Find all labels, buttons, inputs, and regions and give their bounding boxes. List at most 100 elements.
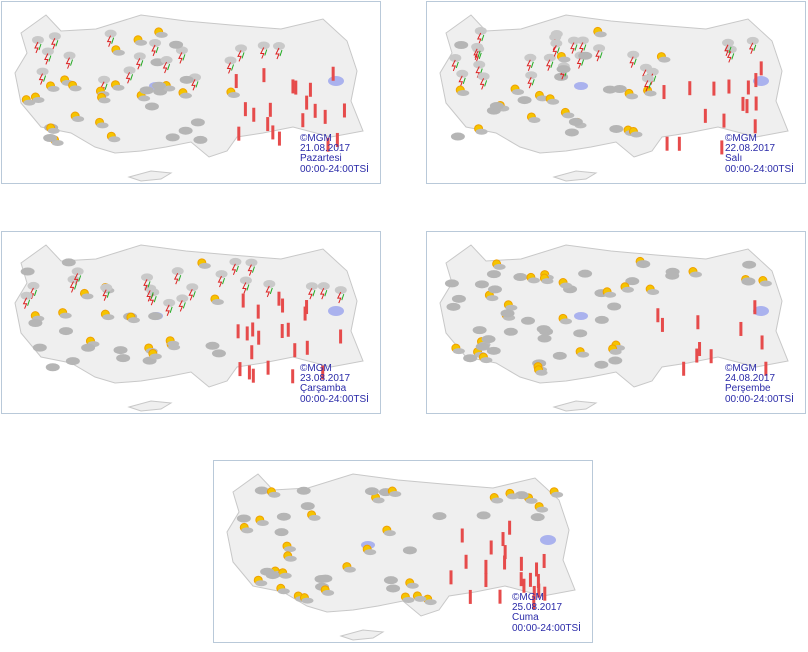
rain [155, 46, 159, 54]
lightning [259, 47, 265, 59]
cloud-icon [193, 135, 208, 144]
thermometer-icon [754, 96, 758, 111]
time-period: 00:00-24:00TSİ [300, 392, 369, 405]
thermometer-icon [460, 528, 464, 543]
cloud-icon [23, 99, 36, 106]
cloud-icon [489, 101, 504, 110]
cloud-icon [167, 340, 180, 347]
cloud-icon [127, 317, 140, 324]
cloud-icon [578, 269, 593, 278]
thermometer-icon [339, 329, 343, 344]
storm-icon [163, 298, 176, 307]
thermometer-icon [238, 362, 242, 377]
thermometer-icon [522, 578, 526, 593]
copyright: ©MGM [300, 133, 332, 144]
lightning [65, 57, 71, 69]
rain [550, 61, 554, 68]
thermometer-icon [291, 369, 295, 384]
cloud-icon [69, 85, 82, 92]
thermometer-icon [293, 343, 297, 358]
cloud-icon [318, 574, 333, 583]
rain [235, 265, 239, 273]
thermometer-icon [294, 80, 298, 95]
storm-icon [245, 258, 258, 267]
thermometer-icon [498, 589, 502, 604]
day-name: Salı [725, 153, 742, 164]
thermometer-icon [291, 79, 295, 94]
cloud-icon [283, 546, 296, 553]
cloud-icon [450, 132, 465, 141]
thermometer-icon [519, 556, 523, 571]
thermometer-icon [266, 117, 270, 132]
lightning [178, 300, 184, 312]
lightning [51, 38, 56, 50]
thermometer-icon [342, 103, 346, 118]
thermometer-icon [696, 315, 700, 330]
cloud-icon [454, 40, 469, 49]
cloud-icon [51, 139, 64, 146]
thermometer-icon [712, 81, 716, 96]
cloud-icon [254, 486, 269, 495]
storm-icon [171, 267, 184, 276]
cloud-icon [625, 277, 640, 286]
lightning [44, 53, 49, 65]
storm-icon [474, 27, 487, 36]
cloud-icon [190, 118, 205, 127]
cloud-icon [135, 39, 148, 46]
thermometer-icon [305, 300, 309, 315]
lightning [570, 42, 575, 54]
storm-icon [549, 33, 562, 42]
thermometer-icon [703, 108, 707, 123]
cloud-icon [493, 263, 506, 270]
cloud-icon [486, 295, 499, 302]
rain [104, 83, 108, 90]
thermometer-icon [753, 119, 757, 134]
thermometer-icon [305, 95, 309, 110]
rain [341, 293, 345, 301]
lake [540, 535, 556, 545]
cloud-icon [113, 346, 128, 355]
rain [633, 58, 637, 65]
thermometer-icon [234, 74, 238, 89]
cloud-icon [609, 124, 624, 133]
thermometer-icon [682, 361, 686, 376]
rain [55, 40, 59, 47]
storm-icon [646, 67, 659, 76]
rain [153, 296, 157, 303]
map-outline [439, 14, 789, 158]
storm-icon [48, 32, 61, 41]
cloud-icon [256, 519, 269, 526]
rain [477, 50, 481, 57]
cloud-icon [414, 595, 427, 602]
lightning [451, 59, 457, 72]
cloud-icon [165, 133, 180, 142]
cloud-icon [58, 327, 73, 336]
cloud-icon [236, 514, 251, 523]
cloud-icon [594, 360, 609, 369]
cloud-icon [578, 51, 593, 60]
thermometer-icon [243, 102, 247, 117]
rain [182, 54, 186, 61]
cloud-icon [505, 304, 518, 311]
thermometer-icon [760, 335, 764, 350]
thermometer-icon [727, 79, 731, 94]
thermometer-icon [519, 572, 523, 587]
lightning [34, 41, 39, 54]
cloud-icon [43, 134, 58, 143]
cloud-icon [594, 31, 607, 38]
rain [178, 275, 182, 282]
cloud-icon [32, 343, 47, 352]
thermometer-icon [268, 102, 272, 117]
rain [484, 80, 488, 87]
cloud-icon [536, 95, 549, 102]
cloud-icon [476, 511, 491, 520]
cloud-icon [47, 127, 60, 134]
rain [455, 61, 459, 69]
lightning [644, 80, 649, 92]
cloud-icon [296, 486, 311, 495]
thermometer-icon [321, 365, 325, 380]
